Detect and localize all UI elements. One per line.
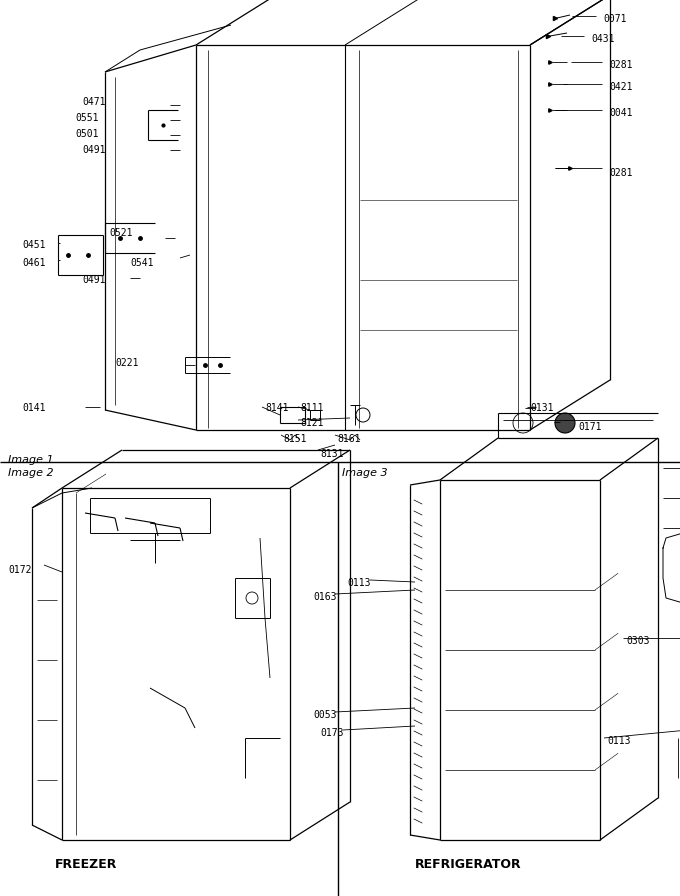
Text: 0141: 0141 [22,403,46,413]
Text: 0421: 0421 [609,82,632,92]
Text: 0451: 0451 [22,240,46,250]
Text: 0172: 0172 [8,565,31,575]
Text: 0281: 0281 [609,60,632,70]
Text: 0113: 0113 [607,736,630,746]
Text: 0521: 0521 [109,228,133,238]
Text: 0303: 0303 [626,636,649,646]
Text: 0501: 0501 [75,129,99,139]
Text: 8161: 8161 [337,434,360,444]
Text: REFRIGERATOR: REFRIGERATOR [415,858,522,871]
Text: 0431: 0431 [591,34,615,44]
Text: Image 3: Image 3 [342,468,388,478]
Text: 0173: 0173 [320,728,343,738]
Text: 0281: 0281 [609,168,632,178]
Text: Image 1: Image 1 [8,455,54,465]
Text: 8121: 8121 [300,418,324,428]
Text: 0461: 0461 [22,258,46,268]
Text: 0071: 0071 [603,14,626,24]
Text: 0221: 0221 [115,358,139,368]
Text: 0541: 0541 [130,258,154,268]
Text: 0471: 0471 [82,97,105,107]
Text: 0491: 0491 [82,145,105,155]
Text: 0131: 0131 [530,403,554,413]
Text: 0053: 0053 [313,710,337,720]
Text: 0171: 0171 [578,422,602,432]
Text: FREEZER: FREEZER [55,858,118,871]
Text: 0551: 0551 [75,113,99,123]
Text: Image 2: Image 2 [8,468,54,478]
Text: 8151: 8151 [283,434,307,444]
Text: 0491: 0491 [82,275,105,285]
Text: 8131: 8131 [320,449,343,459]
Circle shape [555,413,575,433]
Text: 0163: 0163 [313,592,337,602]
Text: 0041: 0041 [609,108,632,118]
Text: 0113: 0113 [347,578,371,588]
Text: 8141: 8141 [265,403,288,413]
Text: 8111: 8111 [300,403,324,413]
